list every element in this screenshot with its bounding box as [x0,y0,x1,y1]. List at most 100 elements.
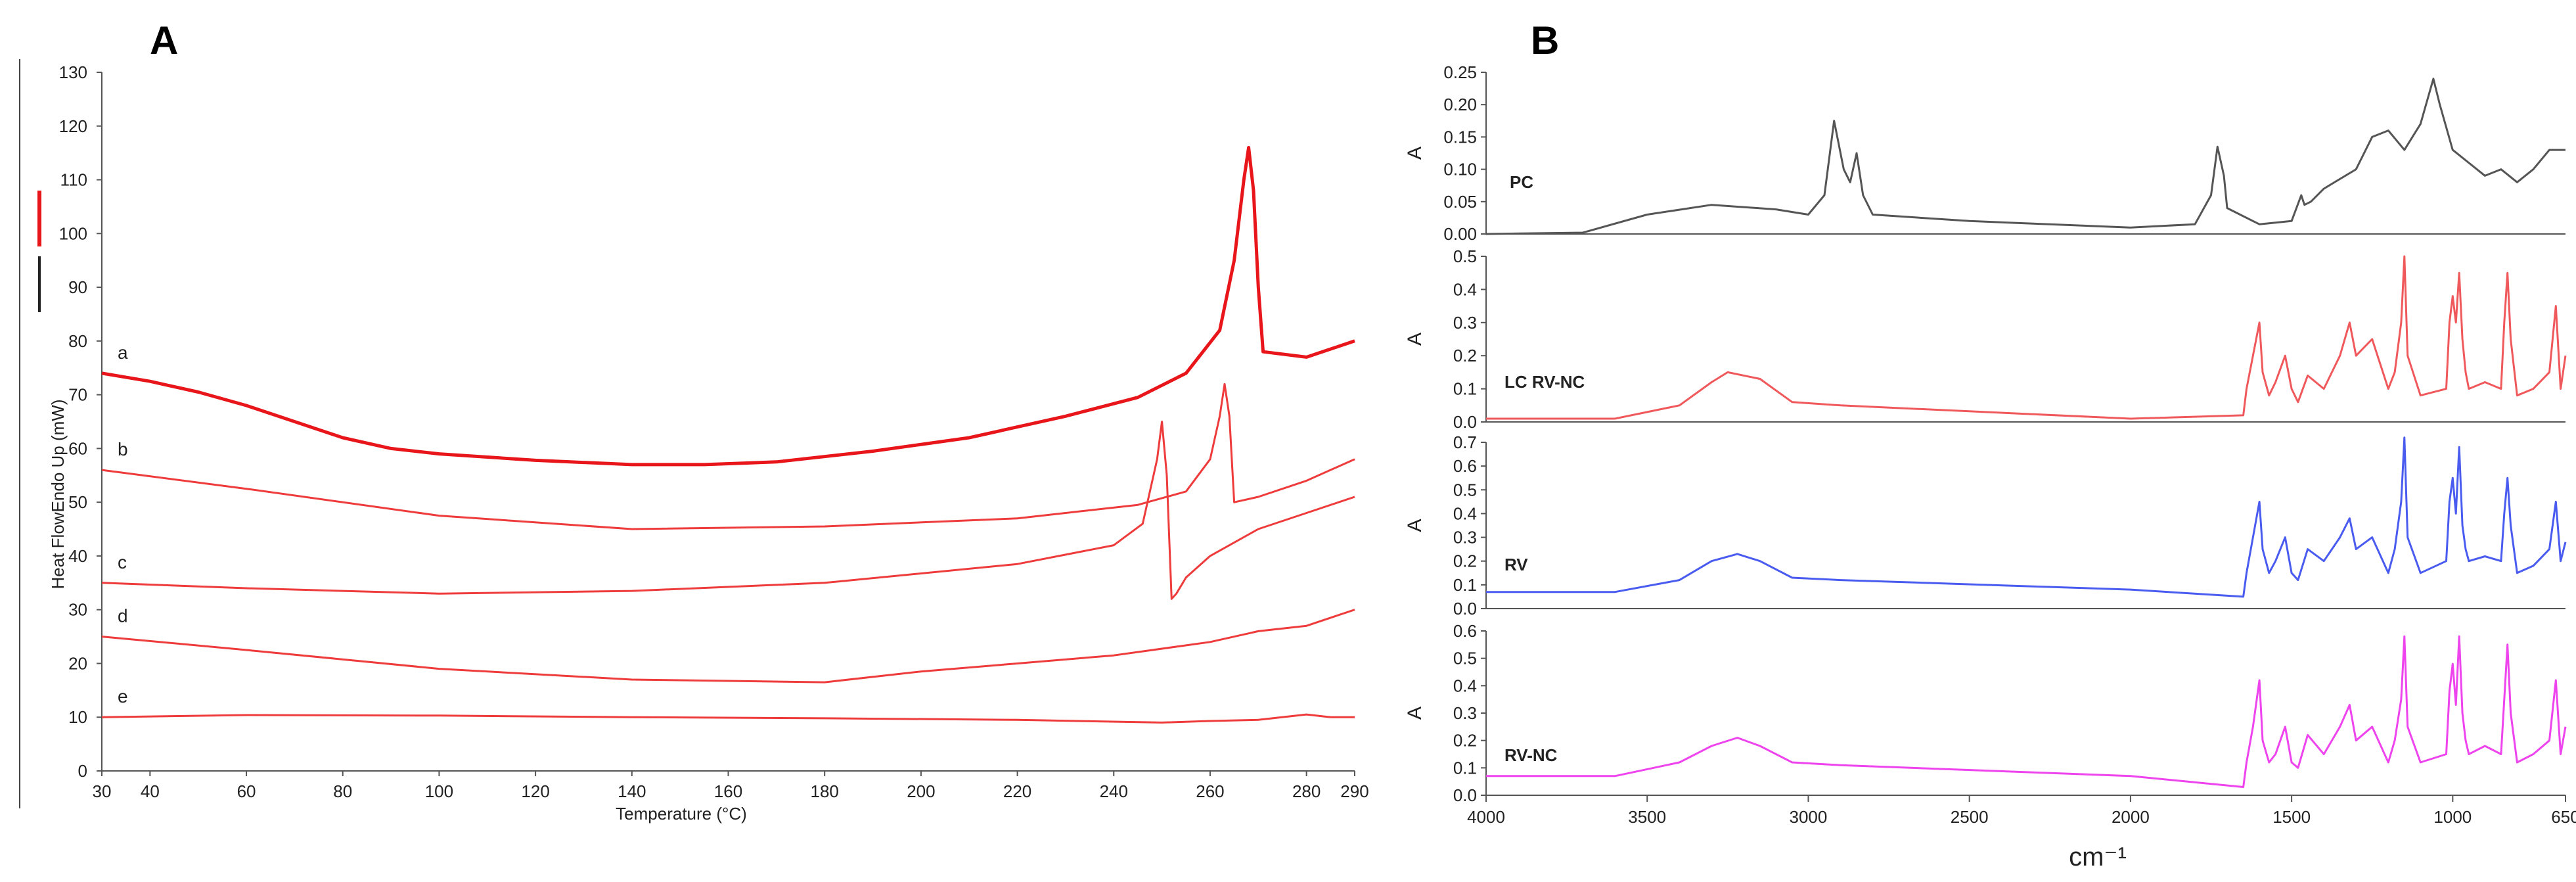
b-y-tick-label: 0.00 [1443,224,1477,244]
a-y-tick-label: 50 [68,492,87,512]
a-y-tick-label: 60 [68,438,87,458]
a-series-e [101,713,1355,724]
a-x-tick-label: 240 [1100,781,1128,801]
a-x-tick-label: 30 [93,781,112,801]
b-y-tick-label: 0.15 [1443,127,1477,147]
a-series-b [101,383,1355,530]
b-y-tick-label: 0.0 [1453,599,1477,618]
a-x-tick-label: 80 [333,781,352,801]
b-y-tick-label: 0.5 [1453,246,1477,266]
b-y-tick-label: 0.2 [1453,731,1477,751]
a-y-tick-label: 0 [78,761,87,781]
b-y-tick-label: 0.0 [1453,412,1477,432]
b-series-lc-rv-nc [1486,255,2567,420]
b-series-rv-nc [1486,635,2567,788]
b-x-tick-label: 4000 [1467,807,1505,827]
a-axes: 0 10 20 30 40 50 60 70 80 90 100 110 120 130 30 40 60 80 1… [59,62,1369,801]
b-y-tick-label: 0.2 [1453,346,1477,365]
a-series-label-c: c [118,552,127,572]
b-x-tick-label: 650 [2551,807,2576,827]
b-x-tick-label: 1500 [2272,807,2311,827]
a-x-tick-label: 120 [521,781,549,801]
a-y-tick-label: 120 [59,116,87,136]
a-y-tick-label: 20 [68,653,87,673]
b-y-tick-label: 0.5 [1453,480,1477,499]
b-series: PC LC RV-NC RV RV-NC [1485,78,2567,788]
a-y-tick-label: 100 [59,223,87,243]
b-ylabel: A [1404,707,1426,720]
a-y-tick-label: 10 [68,707,87,727]
a-series-label-d: d [118,606,128,626]
a-ylabel: Heat FlowEndo Up (mW) [48,400,68,590]
a-x-tick-label: 60 [237,781,256,801]
a-series-d [101,609,1355,684]
a-series-a [101,146,1355,467]
a-x-tick-label: 220 [1003,781,1031,801]
a-x-tick-label: 180 [810,781,838,801]
panel-b: B 0.000.050.100.150.200.25A0.00.10.20.30… [1404,18,2576,871]
a-x-tick-label: 140 [618,781,646,801]
b-ylabel: A [1404,519,1426,532]
b-ylabel: A [1404,147,1426,160]
a-y-tick-label: 110 [60,170,87,190]
b-series-pc [1485,78,2565,235]
a-y-tick-label: 90 [68,277,87,297]
b-y-tick-label: 0.4 [1453,279,1477,299]
b-y-tick-label: 0.25 [1443,62,1477,82]
a-y-tick-label: 130 [59,62,87,82]
legend-black-swatch [38,256,41,312]
b-y-tick-label: 0.1 [1453,758,1477,778]
b-series-label: RV-NC [1504,745,1558,765]
a-x-tick-label: 260 [1196,781,1224,801]
b-x-tick-label: 1000 [2433,807,2472,827]
a-x-tick-label: 100 [425,781,453,801]
a-y-tick-label: 30 [68,600,87,620]
a-x-tick-label: 290 [1340,781,1368,801]
a-xlabel: Temperature (°C) [616,804,747,824]
b-y-tick-label: 0.3 [1453,528,1477,547]
a-y-tick-label: 70 [68,385,87,405]
b-series-label: LC RV-NC [1504,372,1585,392]
b-y-tick-label: 0.1 [1453,575,1477,595]
b-series-label: PC [1510,172,1533,192]
b-y-tick-label: 0.10 [1443,160,1477,179]
b-y-tick-label: 0.7 [1453,432,1477,452]
a-series: a b c d e [101,146,1355,724]
b-y-tick-label: 0.6 [1453,456,1477,476]
b-series-rv [1486,436,2567,598]
a-series-label-a: a [118,342,128,363]
panel-a: A Heat FlowEndo Up (mW) Temperature (°C)… [19,18,1369,824]
b-xlabel: cm⁻¹ [2069,843,2127,871]
a-y-tick-label: 80 [68,331,87,351]
b-axes: 0.00 0.05 0.10 0.15 0.20 0.25 A 0.0 0.1 0.2 0.3 0.4… [1404,62,2576,827]
b-y-tick-label: 0.4 [1453,676,1477,695]
a-x-tick-label: 200 [907,781,935,801]
b-x-tick-label: 2500 [1951,807,1989,827]
b-y-tick-label: 0.5 [1453,649,1477,668]
b-x-tick-label: 3500 [1628,807,1666,827]
b-y-tick-label: 0.2 [1453,551,1477,571]
a-x-tick-label: 160 [714,781,742,801]
a-series-label-b: b [118,439,128,459]
panel-a-label: A [150,18,178,62]
a-y-tick-label: 40 [68,546,87,566]
legend-red-swatch [37,191,41,246]
b-y-tick-label: 0.4 [1453,503,1477,523]
a-x-tick-label: 280 [1292,781,1321,801]
panel-b-label: B [1531,18,1559,62]
b-y-tick-label: 0.1 [1453,379,1477,399]
b-y-tick-label: 0.6 [1453,621,1477,641]
b-y-tick-label: 0.05 [1443,192,1477,212]
b-y-tick-label: 0.3 [1453,313,1477,333]
a-series-label-e: e [118,686,128,707]
b-y-tick-label: 0.20 [1443,95,1477,114]
b-x-tick-label: 3000 [1790,807,1828,827]
a-x-tick-label: 40 [141,781,160,801]
b-y-tick-label: 0.3 [1453,703,1477,723]
b-ylabel: A [1404,333,1426,346]
b-y-tick-label: 0.0 [1453,785,1477,805]
b-x-tick-label: 2000 [2112,807,2150,827]
a-series-c [101,421,1355,600]
b-series-label: RV [1504,555,1528,574]
